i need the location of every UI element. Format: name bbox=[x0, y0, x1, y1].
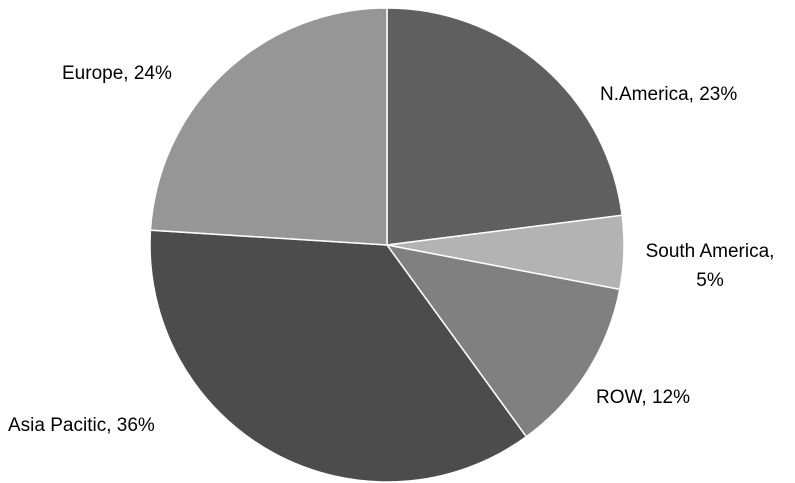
pie-label-europe: Europe, 24% bbox=[62, 63, 172, 84]
pie-slice-n-america bbox=[386, 7, 623, 246]
pie-slice-asia-pacitic bbox=[149, 229, 528, 483]
pie-slice-europe bbox=[149, 7, 388, 246]
pie-label-south-america: South America, 5% bbox=[646, 241, 775, 291]
slices-layer bbox=[149, 7, 625, 483]
pie-label-asia-pacitic: Asia Pacitic, 36% bbox=[8, 415, 155, 436]
pie-label-row: ROW, 12% bbox=[596, 387, 690, 408]
labels-layer: N.America, 23% South America, 5% ROW, 12% As… bbox=[8, 63, 774, 436]
pie-label-n-america: N.America, 23% bbox=[600, 84, 737, 105]
pie-slice-row bbox=[385, 243, 621, 438]
